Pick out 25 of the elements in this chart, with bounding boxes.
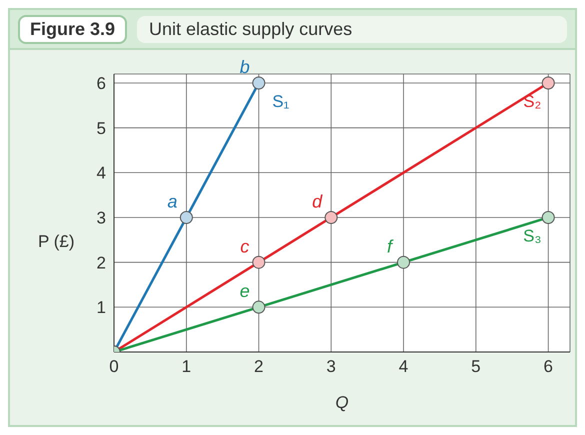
series-label: S₃	[523, 226, 542, 246]
annotation: c	[240, 236, 250, 256]
y-tick-label: 6	[96, 74, 106, 94]
x-tick-label: 0	[109, 357, 119, 376]
x-tick-label: 1	[182, 357, 192, 376]
annotation: a	[167, 191, 178, 212]
y-tick-label: 1	[96, 298, 106, 318]
chart-title: Figure 3.9	[18, 14, 128, 44]
y-tick-label: 4	[96, 164, 106, 183]
x-tick-label: 2	[254, 357, 264, 376]
x-tick-label: 6	[544, 357, 554, 376]
chart-subtitle: Unit elastic supply curves	[137, 16, 567, 42]
x-tick-label: 5	[471, 357, 481, 376]
annotation: e	[240, 281, 250, 302]
annotation: b	[240, 56, 250, 77]
annotation: f	[387, 236, 394, 256]
y-tick-label: 2	[96, 253, 106, 272]
x-axis-title: Q	[335, 393, 349, 412]
y-axis-title: P (£)	[38, 232, 75, 252]
y-tick-label: 3	[96, 208, 106, 228]
x-tick-label: 3	[326, 357, 336, 376]
x-tick-label: 4	[398, 357, 408, 376]
annotation: d	[312, 191, 324, 212]
series-label: S₁	[272, 92, 290, 111]
y-tick-label: 5	[96, 118, 106, 138]
